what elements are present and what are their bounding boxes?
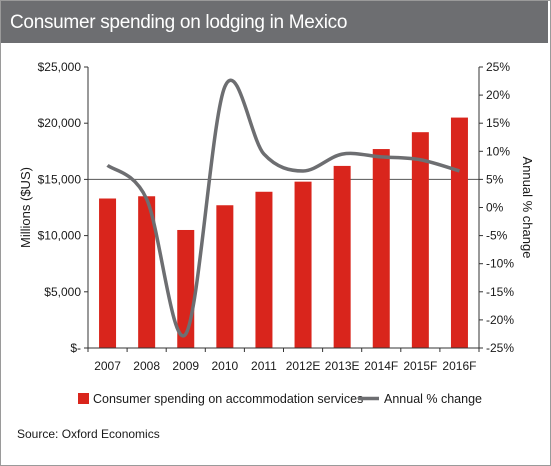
- x-tick-label: 2014F: [364, 359, 398, 373]
- legend-swatch-bar: [78, 393, 89, 404]
- bar-2007: [99, 198, 117, 348]
- x-tick-label: 2011: [251, 359, 277, 373]
- bar-2014F: [372, 149, 390, 348]
- bar-2015F: [411, 132, 429, 348]
- right-tick-label: 20%: [486, 88, 510, 102]
- right-tick-label: 15%: [486, 116, 510, 130]
- x-tick-label: 2016F: [442, 359, 476, 373]
- line-annual-change: [106, 78, 460, 338]
- right-tick-label: 0%: [486, 201, 504, 215]
- x-tick-label: 2015F: [403, 359, 437, 373]
- right-tick-label: 25%: [486, 60, 510, 74]
- right-tick-label: 10%: [486, 144, 510, 158]
- right-tick-label: -10%: [486, 257, 514, 271]
- x-tick-label: 2012E: [286, 359, 321, 373]
- x-tick-label: 2009: [172, 359, 199, 373]
- x-tick-label: 2007: [94, 359, 121, 373]
- source-note: Source: Oxford Economics: [17, 427, 160, 441]
- left-tick-label: $-: [70, 341, 81, 355]
- right-tick-label: -5%: [486, 229, 508, 243]
- bar-2013E: [333, 165, 351, 348]
- bar-2012E: [294, 181, 312, 348]
- left-tick-label: $15,000: [38, 172, 82, 186]
- bar-2011: [255, 191, 273, 348]
- x-tick-label: 2010: [211, 359, 238, 373]
- left-tick-label: $20,000: [38, 116, 82, 130]
- bar-2016F: [450, 117, 468, 348]
- left-tick-label: $25,000: [38, 60, 82, 74]
- left-tick-label: $10,000: [38, 229, 82, 243]
- right-tick-label: -25%: [486, 341, 514, 355]
- legend-label-bar: Consumer spending on accommodation servi…: [93, 392, 363, 406]
- right-tick-label: 5%: [486, 172, 504, 186]
- chart-title: Consumer spending on lodging in Mexico: [10, 12, 348, 33]
- y-axis-right-title: Annual % change: [520, 157, 535, 259]
- bar-2008: [138, 196, 156, 348]
- left-tick-label: $5,000: [44, 285, 81, 299]
- x-tick-label: 2008: [133, 359, 160, 373]
- bar-2010: [216, 205, 234, 348]
- title-bar: Consumer spending on lodging in Mexico: [1, 1, 548, 43]
- right-tick-label: -20%: [486, 313, 514, 327]
- x-tick-label: 2013E: [325, 359, 360, 373]
- y-axis-left-title: Millions ($US): [18, 167, 33, 248]
- right-tick-label: -15%: [486, 285, 514, 299]
- legend-label-line: Annual % change: [384, 392, 482, 406]
